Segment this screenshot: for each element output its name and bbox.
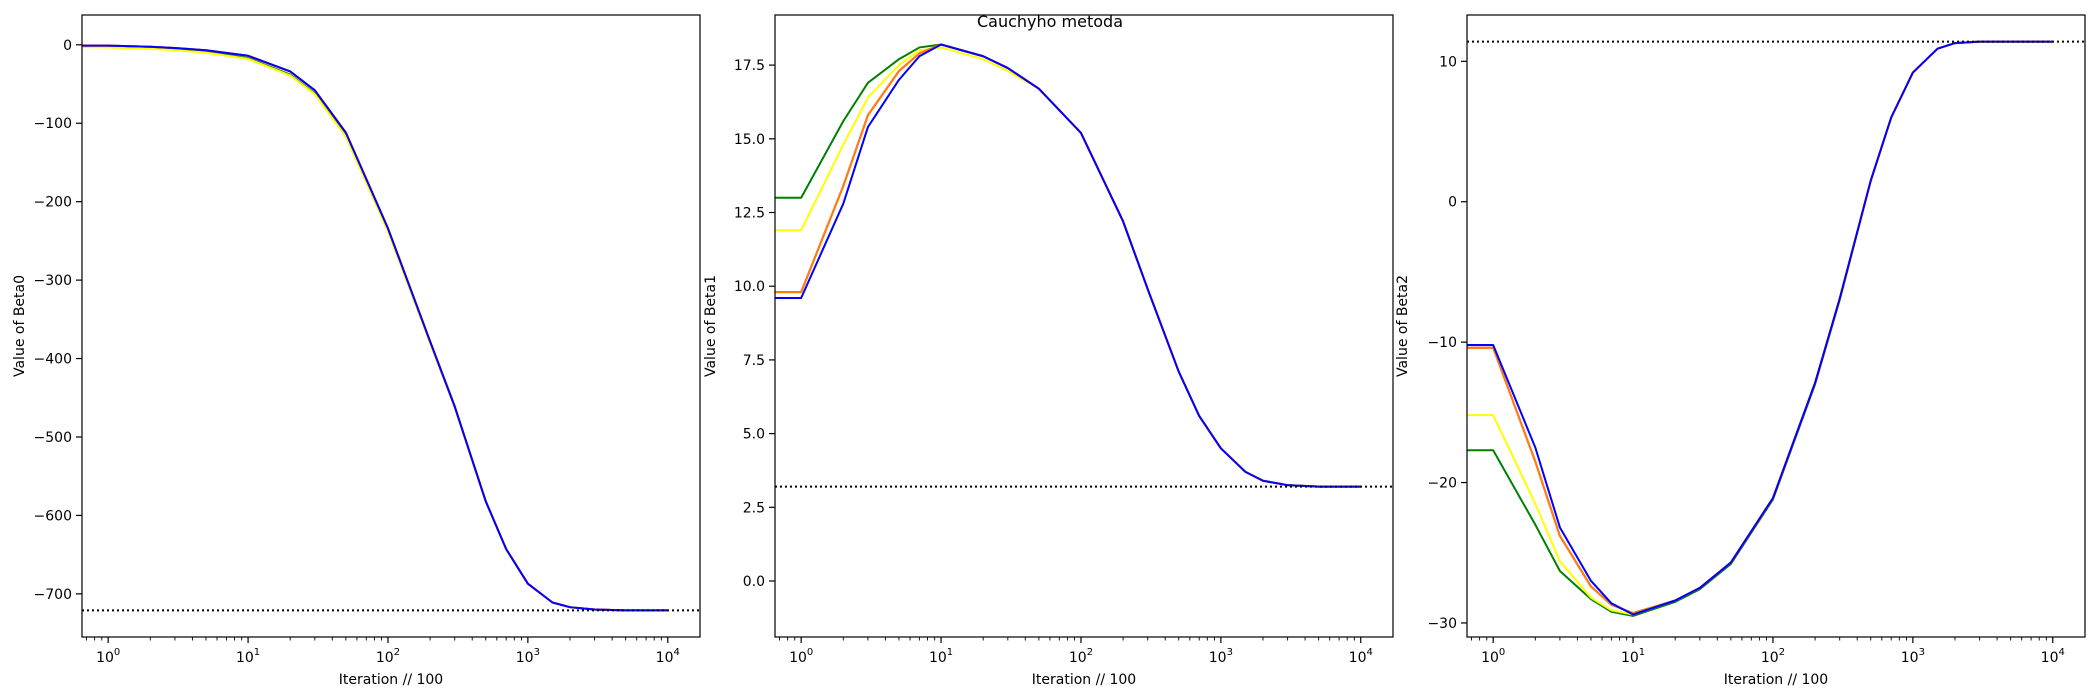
beta1-chart: 100 101 102 103 104 0.0 2.5 5.0 7.5 10.0 12.5 15.0 1… bbox=[703, 14, 1394, 688]
axes-frame bbox=[774, 14, 1394, 638]
y-axis-label: Value of Beta0 bbox=[12, 275, 28, 377]
x-tick-label: 102 bbox=[1069, 647, 1093, 666]
x-axis-label: Iteration // 100 bbox=[339, 672, 443, 688]
y-tick-label: −20 bbox=[1427, 476, 1457, 492]
series-line-2 bbox=[1467, 40, 2053, 615]
x-tick-label: 100 bbox=[789, 647, 813, 666]
x-tick-label: 102 bbox=[376, 647, 400, 666]
x-tick-label: 102 bbox=[1761, 647, 1785, 666]
y-tick-label: 7.5 bbox=[743, 353, 765, 369]
y-tick-label: −600 bbox=[34, 508, 72, 524]
y-tick-label: −200 bbox=[34, 195, 72, 211]
y-axis-label: Value of Beta1 bbox=[703, 275, 719, 377]
x-tick-label: 100 bbox=[96, 647, 120, 666]
figure-title: Cauchyho metoda bbox=[977, 12, 1123, 31]
y-tick-label: 10 bbox=[1439, 54, 1457, 70]
x-tick-label: 104 bbox=[1349, 647, 1373, 666]
series-line-4 bbox=[82, 44, 668, 612]
y-tick-label: 0 bbox=[1448, 195, 1457, 211]
series-line-4 bbox=[1467, 40, 2053, 616]
y-tick-label: 12.5 bbox=[734, 206, 765, 222]
series-line-2 bbox=[82, 44, 668, 612]
series-line-0 bbox=[1467, 40, 2053, 617]
x-axis-label: Iteration // 100 bbox=[1724, 672, 1828, 688]
axes-frame bbox=[1466, 14, 2086, 638]
y-tick-label: 5.0 bbox=[743, 427, 765, 443]
y-tick-label: −10 bbox=[1427, 335, 1457, 351]
y-tick-label: 0.0 bbox=[743, 574, 765, 590]
x-tick-label: 100 bbox=[1481, 647, 1505, 666]
y-tick-label: 0 bbox=[63, 38, 72, 54]
y-tick-label: −30 bbox=[1427, 616, 1457, 632]
y-tick-label: −400 bbox=[34, 352, 72, 368]
series-line-3 bbox=[775, 43, 1361, 488]
series-line-1 bbox=[1467, 40, 2053, 616]
series-line-0 bbox=[81, 44, 668, 612]
y-tick-label: 17.5 bbox=[734, 58, 765, 74]
series-line-1 bbox=[81, 46, 668, 612]
x-axis-label: Iteration // 100 bbox=[1032, 672, 1136, 688]
y-tick-label: 10.0 bbox=[734, 279, 765, 295]
y-tick-label: −300 bbox=[34, 273, 72, 289]
beta0-chart: 100 101 102 103 104 0 −100 −200 −300 −400 −500 −600… bbox=[12, 14, 701, 688]
series-line-4 bbox=[775, 43, 1361, 488]
axes-frame bbox=[81, 14, 701, 638]
y-tick-label: −500 bbox=[34, 430, 72, 446]
y-axis-label: Value of Beta2 bbox=[1395, 275, 1411, 377]
x-tick-label: 103 bbox=[1901, 647, 1925, 666]
x-tick-label: 104 bbox=[2041, 647, 2065, 666]
y-tick-label: 15.0 bbox=[734, 132, 765, 148]
y-tick-label: −700 bbox=[34, 587, 72, 603]
series-line-3 bbox=[1467, 40, 2053, 615]
x-tick-label: 101 bbox=[929, 647, 953, 666]
series-line-3 bbox=[82, 44, 668, 612]
series-line-0 bbox=[775, 43, 1361, 488]
x-tick-label: 103 bbox=[1209, 647, 1233, 666]
x-tick-label: 101 bbox=[1621, 647, 1645, 666]
x-tick-label: 103 bbox=[516, 647, 540, 666]
series-line-1 bbox=[775, 46, 1361, 488]
x-tick-label: 104 bbox=[656, 647, 680, 666]
series-line-2 bbox=[775, 43, 1361, 488]
x-tick-label: 101 bbox=[236, 647, 260, 666]
y-tick-label: 2.5 bbox=[743, 500, 765, 516]
y-tick-label: −100 bbox=[34, 116, 72, 132]
